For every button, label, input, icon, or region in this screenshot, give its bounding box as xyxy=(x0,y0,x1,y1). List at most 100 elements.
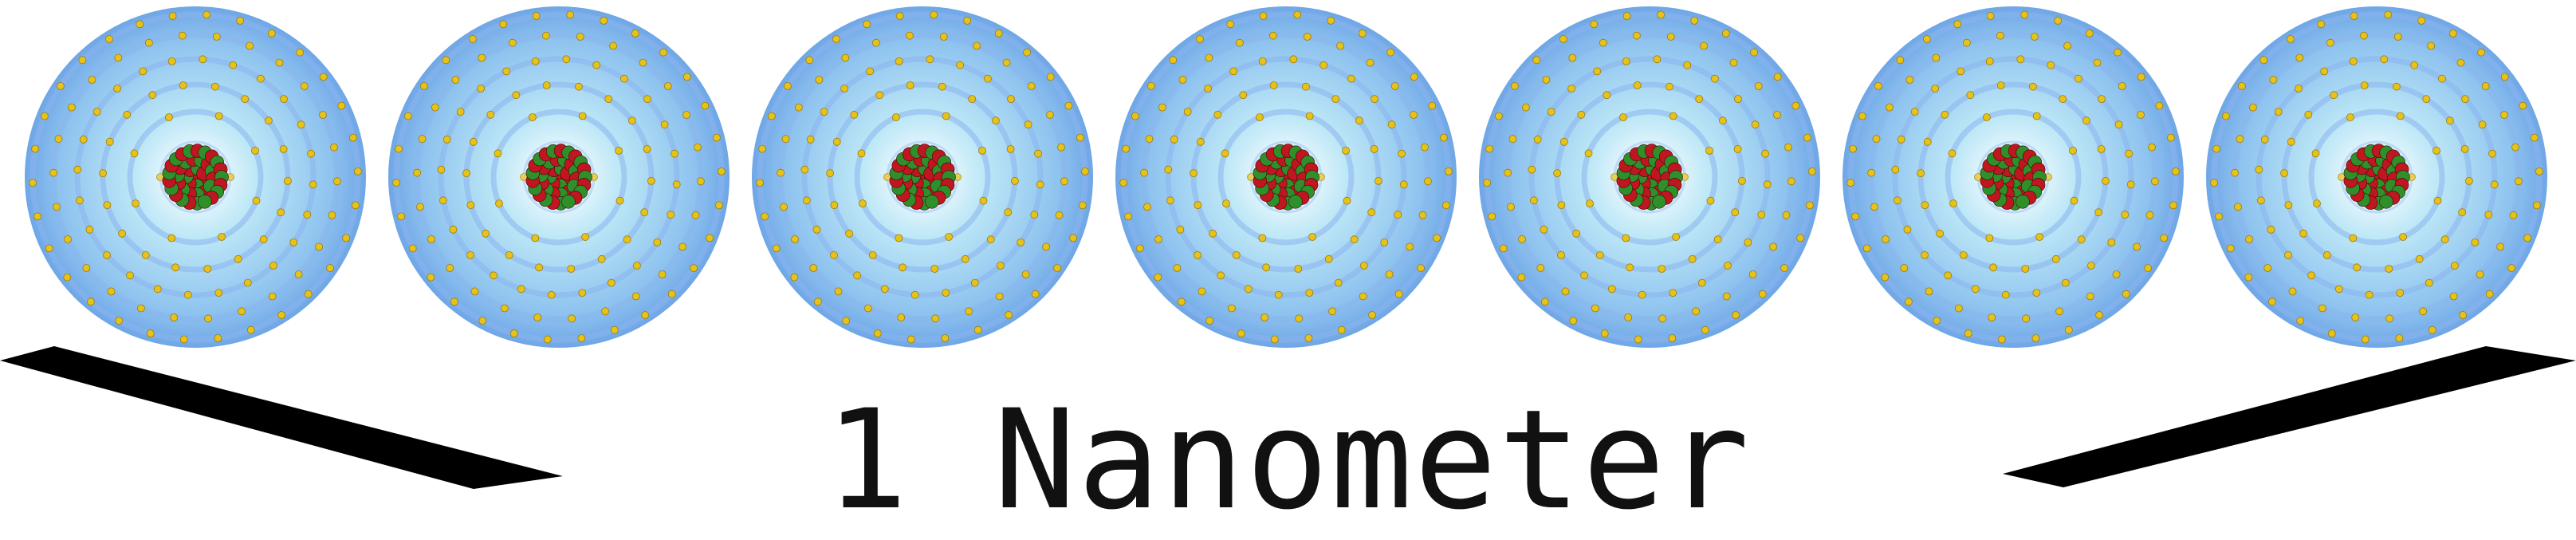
electron xyxy=(1194,201,1202,210)
electron xyxy=(280,95,288,103)
electron xyxy=(243,278,252,287)
electron xyxy=(1262,263,1270,272)
electron xyxy=(1949,199,1957,208)
electron xyxy=(575,82,583,91)
electron xyxy=(643,144,651,153)
electron xyxy=(1398,149,1406,158)
electron xyxy=(1903,225,1912,234)
electron xyxy=(1387,120,1396,129)
electron xyxy=(144,38,153,47)
electron xyxy=(1634,335,1642,344)
electron xyxy=(941,334,950,342)
electron xyxy=(469,137,478,146)
electron xyxy=(1522,103,1530,112)
electron xyxy=(2471,238,2480,246)
electron xyxy=(2507,264,2516,273)
electron-shell xyxy=(2308,108,2445,246)
electron xyxy=(1737,176,1746,185)
electron xyxy=(2020,10,2029,19)
electron xyxy=(1748,270,1757,278)
electron xyxy=(2351,313,2360,321)
electron-shell xyxy=(1868,32,2158,322)
electron xyxy=(1540,225,1548,234)
electron xyxy=(2476,270,2484,278)
electron xyxy=(542,31,550,40)
electron xyxy=(45,244,53,253)
electron xyxy=(542,81,551,89)
electron xyxy=(576,33,584,41)
electron xyxy=(2295,85,2303,93)
electron xyxy=(1256,113,1264,121)
electron xyxy=(1557,250,1565,259)
electron xyxy=(1580,271,1588,280)
electron xyxy=(53,203,61,211)
electron xyxy=(1896,56,1905,65)
electron xyxy=(449,225,458,234)
electron xyxy=(562,55,571,64)
electron xyxy=(1445,167,1453,175)
electron xyxy=(395,144,403,153)
electron xyxy=(2361,335,2370,344)
electron xyxy=(2082,116,2090,125)
electron xyxy=(832,137,841,146)
electron xyxy=(1164,165,1173,174)
electron xyxy=(2417,16,2426,25)
electron xyxy=(427,235,435,243)
electron xyxy=(2432,146,2440,155)
electron xyxy=(420,82,428,90)
electron xyxy=(615,196,624,205)
electron xyxy=(2144,264,2153,273)
right-brace-arm xyxy=(2003,346,2576,487)
electron xyxy=(1324,254,1333,263)
electron xyxy=(451,76,460,84)
electron xyxy=(54,135,63,144)
electron xyxy=(615,146,623,155)
electron xyxy=(1258,234,1267,242)
electron xyxy=(1385,270,1394,278)
electron-shell xyxy=(29,11,361,343)
electron xyxy=(2419,307,2428,316)
electron xyxy=(392,179,401,187)
electron xyxy=(2055,307,2064,316)
electron xyxy=(1183,108,1192,116)
electron-shell xyxy=(1141,32,1431,322)
electron xyxy=(1633,81,1642,89)
electron xyxy=(2396,112,2405,120)
electron xyxy=(2488,149,2497,158)
electron xyxy=(1870,203,1878,211)
electron xyxy=(2304,110,2313,119)
electron xyxy=(1572,229,1580,238)
electron xyxy=(218,233,226,241)
electron-shell xyxy=(74,56,317,298)
electron-shell xyxy=(827,81,1018,273)
electron xyxy=(1959,250,1968,259)
electron xyxy=(2519,101,2527,110)
electron xyxy=(397,212,406,221)
electron xyxy=(1921,201,1929,210)
electron xyxy=(1198,287,1206,296)
electron xyxy=(2477,48,2486,57)
electron xyxy=(92,108,101,116)
electron xyxy=(499,20,508,29)
electron xyxy=(1303,33,1312,41)
electron xyxy=(2155,101,2164,110)
electron xyxy=(1985,234,1994,242)
electron xyxy=(1638,290,1646,299)
electron xyxy=(995,292,1004,301)
electron xyxy=(2259,56,2268,65)
electron xyxy=(1568,53,1577,62)
electron xyxy=(1053,264,1061,273)
electron xyxy=(2500,111,2508,119)
electron xyxy=(1358,30,1367,37)
electron xyxy=(1666,33,1675,41)
electron xyxy=(246,325,255,334)
electron xyxy=(2360,81,2369,89)
electron xyxy=(1517,273,1526,282)
electron xyxy=(1872,135,1881,144)
electron xyxy=(906,81,914,89)
electron xyxy=(1882,235,1890,243)
electron xyxy=(1923,137,1932,146)
electron xyxy=(1948,149,1957,158)
electron xyxy=(2296,317,2305,325)
electron xyxy=(840,85,848,93)
